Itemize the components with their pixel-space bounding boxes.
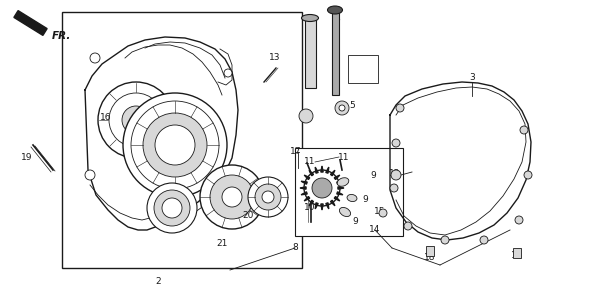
Text: 9: 9 — [370, 170, 376, 179]
Polygon shape — [337, 181, 343, 184]
Polygon shape — [304, 197, 310, 201]
Circle shape — [396, 104, 404, 112]
Text: 15: 15 — [374, 207, 386, 216]
Polygon shape — [14, 11, 47, 36]
Text: 17: 17 — [290, 147, 301, 157]
Text: 16: 16 — [100, 113, 112, 123]
Circle shape — [339, 105, 345, 111]
Text: 10: 10 — [304, 203, 316, 213]
Circle shape — [154, 190, 190, 226]
Polygon shape — [330, 170, 335, 176]
Ellipse shape — [347, 194, 357, 202]
Circle shape — [131, 101, 219, 189]
Circle shape — [224, 69, 232, 77]
Circle shape — [216, 214, 224, 222]
Polygon shape — [321, 204, 323, 210]
Ellipse shape — [327, 6, 343, 14]
Circle shape — [210, 175, 254, 219]
Ellipse shape — [339, 207, 350, 217]
Circle shape — [162, 198, 182, 218]
Text: 9: 9 — [362, 196, 368, 204]
Polygon shape — [309, 200, 313, 206]
Bar — [62, 12, 302, 268]
Bar — [513, 248, 521, 258]
Circle shape — [255, 184, 281, 210]
Circle shape — [312, 178, 332, 198]
Circle shape — [390, 184, 398, 192]
Text: 21: 21 — [217, 238, 228, 247]
Circle shape — [98, 82, 174, 158]
Circle shape — [391, 170, 401, 180]
Text: 8: 8 — [292, 244, 298, 253]
Circle shape — [143, 113, 207, 177]
Circle shape — [299, 109, 313, 123]
Polygon shape — [301, 181, 307, 184]
Text: 14: 14 — [369, 225, 381, 234]
Polygon shape — [304, 175, 310, 179]
Text: 18: 18 — [424, 253, 436, 262]
Circle shape — [122, 106, 150, 134]
Circle shape — [404, 222, 412, 230]
Bar — [295, 148, 403, 236]
Text: 18: 18 — [512, 252, 523, 260]
Circle shape — [200, 165, 264, 229]
Polygon shape — [85, 37, 238, 230]
Circle shape — [85, 170, 95, 180]
Polygon shape — [326, 203, 329, 209]
Circle shape — [515, 216, 523, 224]
Circle shape — [441, 236, 449, 244]
Circle shape — [379, 209, 387, 217]
Text: 11: 11 — [338, 153, 350, 162]
Circle shape — [304, 170, 340, 206]
Bar — [426, 246, 434, 256]
Ellipse shape — [337, 178, 349, 186]
Text: 20: 20 — [242, 210, 254, 219]
Polygon shape — [326, 167, 329, 173]
Text: 4: 4 — [370, 67, 376, 76]
Bar — [348, 55, 378, 83]
Circle shape — [524, 171, 532, 179]
Text: 19: 19 — [21, 154, 33, 163]
Polygon shape — [337, 192, 343, 195]
Ellipse shape — [301, 14, 319, 21]
Text: 13: 13 — [269, 54, 281, 63]
Circle shape — [155, 125, 195, 165]
Circle shape — [147, 183, 197, 233]
Polygon shape — [300, 187, 306, 189]
Circle shape — [480, 236, 488, 244]
Circle shape — [123, 93, 227, 197]
Text: 5: 5 — [349, 101, 355, 110]
Text: 7: 7 — [299, 116, 305, 125]
Bar — [332, 10, 339, 95]
Circle shape — [262, 191, 274, 203]
Circle shape — [109, 93, 163, 147]
Polygon shape — [330, 200, 335, 206]
Text: 11: 11 — [304, 157, 316, 166]
Text: 9: 9 — [352, 218, 358, 226]
Circle shape — [222, 187, 242, 207]
Circle shape — [248, 177, 288, 217]
Bar — [305, 18, 316, 88]
Circle shape — [392, 139, 400, 147]
Circle shape — [335, 101, 349, 115]
Polygon shape — [315, 203, 318, 209]
Circle shape — [520, 126, 528, 134]
Text: 2: 2 — [155, 277, 161, 286]
Text: 3: 3 — [469, 73, 475, 82]
Text: 12: 12 — [389, 169, 401, 178]
Polygon shape — [335, 175, 340, 179]
Text: FR.: FR. — [52, 31, 71, 41]
Polygon shape — [335, 197, 340, 201]
Polygon shape — [321, 166, 323, 172]
Polygon shape — [301, 192, 307, 195]
Polygon shape — [338, 187, 344, 189]
Polygon shape — [315, 167, 318, 173]
Polygon shape — [390, 82, 531, 240]
Polygon shape — [309, 170, 313, 176]
Circle shape — [90, 53, 100, 63]
Text: 6: 6 — [334, 15, 340, 24]
